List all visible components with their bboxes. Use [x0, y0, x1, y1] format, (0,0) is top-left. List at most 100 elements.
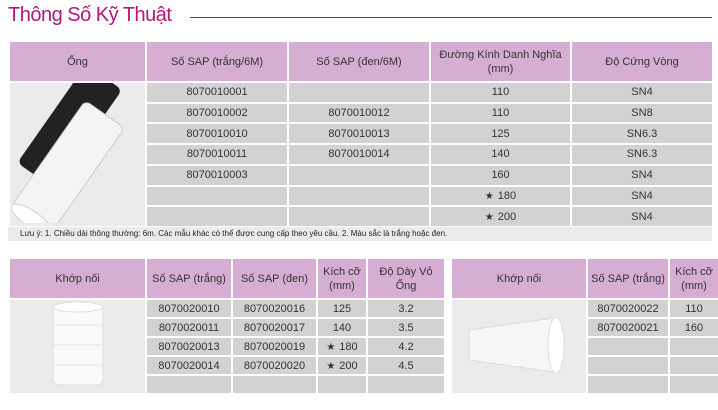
- table-row: 8070010011 8070010014 140 SN6.3: [9, 143, 714, 166]
- star-icon: ★: [484, 190, 494, 202]
- column-header: Khớp nối: [8, 257, 147, 300]
- table-row: 8070020011 8070020017 140 3.5: [9, 317, 446, 338]
- table-cell: 8070020022: [586, 298, 670, 319]
- table-row: 8070010010 8070010013 125 SN6.3: [9, 122, 714, 146]
- table-row: 8070020014 8070020020 ★ 200 4.5: [9, 355, 446, 376]
- table-cell: 3.5: [366, 317, 446, 338]
- cell-text: 160: [491, 169, 510, 182]
- cell-text: 110: [491, 107, 510, 120]
- table-row: 8070010003 160 SN4: [9, 163, 714, 187]
- table-cell: 8070010003: [145, 163, 289, 187]
- cell-text: 8070010002: [186, 107, 248, 120]
- table-cell: [145, 205, 289, 228]
- cell-text: 4.2: [398, 340, 414, 353]
- table-row: [9, 374, 446, 395]
- table-cell: [145, 374, 233, 395]
- table-row: 8070020010 8070020016 125 3.2: [8, 298, 446, 395]
- table-row: 8070020013 8070020019 ★ 180 4.2: [9, 336, 446, 357]
- table-cell: 3.2: [366, 298, 446, 319]
- table-cell: [287, 184, 431, 208]
- table-cell: 8070020010: [145, 298, 233, 319]
- cell-text: 3.5: [398, 321, 414, 334]
- cell-text: 110: [491, 86, 510, 99]
- table-cell: 8070020014: [145, 355, 233, 376]
- table-cell: 8070020021: [586, 317, 670, 338]
- table-cell: [586, 374, 670, 395]
- pipe-spec-table: Ống Số SAP (trắng/6M) Số SAP (đen/6M) Đường…: [8, 40, 714, 235]
- table-cell: ★ 200: [429, 205, 572, 228]
- table-cell: 8070020013: [145, 336, 233, 357]
- cell-text: 8070020010: [158, 302, 220, 315]
- cell-text: 200: [339, 359, 358, 372]
- table-cell: 160: [668, 317, 718, 338]
- cell-text: 8070010003: [186, 169, 248, 182]
- table-cell: 4.5: [366, 355, 446, 376]
- cell-text: 8070020021: [597, 321, 659, 334]
- star-icon: ★: [326, 341, 336, 353]
- cell-text: 8070020022: [597, 302, 659, 315]
- table-cell: 8070010010: [145, 122, 289, 146]
- coupling2-spec-table: Khớp nối Số SAP (trắng) Kích cỡ (mm) 80700…: [450, 257, 718, 395]
- cell-text: 8070010011: [186, 148, 248, 161]
- table-cell: [231, 374, 318, 395]
- table-row: ★ 200 SN4: [9, 205, 714, 228]
- cell-text: 8070010012: [328, 107, 390, 120]
- table-cell: SN4: [570, 205, 714, 228]
- star-icon: ★: [484, 211, 494, 223]
- table-cell: 160: [429, 163, 572, 187]
- table-cell: ★ 200: [316, 355, 368, 376]
- column-header: Số SAP (trắng): [586, 257, 670, 300]
- cell-text: 140: [332, 321, 352, 334]
- cell-text: 125: [491, 127, 510, 140]
- table-cell: 8070010013: [287, 122, 431, 146]
- table-cell: [316, 374, 368, 395]
- table-cell: SN6.3: [570, 143, 714, 166]
- column-header: Ống: [8, 40, 147, 83]
- column-header: Số SAP (trắng/6M): [145, 40, 289, 83]
- table-row: 8070020022 110: [450, 298, 718, 395]
- table-cell: [668, 374, 718, 395]
- table-row: ★ 180 SN4: [9, 184, 714, 208]
- table-cell: SN6.3: [570, 122, 714, 146]
- pipe-note: Lưu ý: 1. Chiều dài thông thường: 6m. Cá…: [8, 227, 712, 241]
- table-cell: [668, 336, 718, 357]
- table-cell: 110: [429, 101, 572, 125]
- table-cell: 8070020019: [231, 336, 318, 357]
- table-row: 8070010002 8070010012 110 SN8: [9, 101, 714, 125]
- table-cell: [287, 81, 431, 104]
- cell-text: SN4: [631, 169, 653, 182]
- coupling2-image: [450, 298, 588, 395]
- column-header: Số SAP (đen): [231, 257, 318, 300]
- table-cell: SN8: [570, 101, 714, 125]
- page-title: Thông Số Kỹ Thuật: [8, 4, 172, 26]
- table-cell: 125: [316, 298, 368, 319]
- table-row: 8070010001 110 SN4: [8, 66, 714, 235]
- cell-text: SN4: [631, 210, 653, 223]
- table-row: [451, 336, 718, 357]
- column-header: Kích cỡ (mm): [668, 257, 718, 300]
- coupling-spec-table: Khớp nối Số SAP (trắng) Số SAP (đen) Kích c…: [8, 257, 446, 395]
- cell-text: 8070020020: [243, 359, 306, 372]
- cell-text: 4.5: [398, 359, 414, 372]
- table-cell: 110: [429, 81, 572, 104]
- table-cell: 8070010001: [145, 81, 289, 104]
- column-header: Độ Dày Vỏ Ống: [366, 257, 446, 300]
- table-cell: 8070010012: [287, 101, 431, 125]
- cell-text: SN4: [631, 86, 653, 99]
- column-header: Số SAP (trắng): [145, 257, 233, 300]
- cell-text: SN6.3: [626, 148, 658, 161]
- table-cell: [287, 205, 431, 228]
- table-row: 8070020021 160: [451, 317, 718, 338]
- cell-text: 8070010014: [328, 148, 390, 161]
- cell-text: 8070020011: [158, 321, 220, 334]
- table-cell: [586, 336, 670, 357]
- table-cell: SN4: [570, 163, 714, 187]
- cell-text: 8070020017: [243, 321, 306, 334]
- table-cell: [287, 163, 431, 187]
- table-cell: [145, 184, 289, 208]
- cell-text: 200: [497, 210, 517, 223]
- table-cell: SN4: [570, 81, 714, 104]
- table-cell: 8070010011: [145, 143, 289, 166]
- table-cell: [366, 374, 446, 395]
- cell-text: 110: [685, 302, 703, 315]
